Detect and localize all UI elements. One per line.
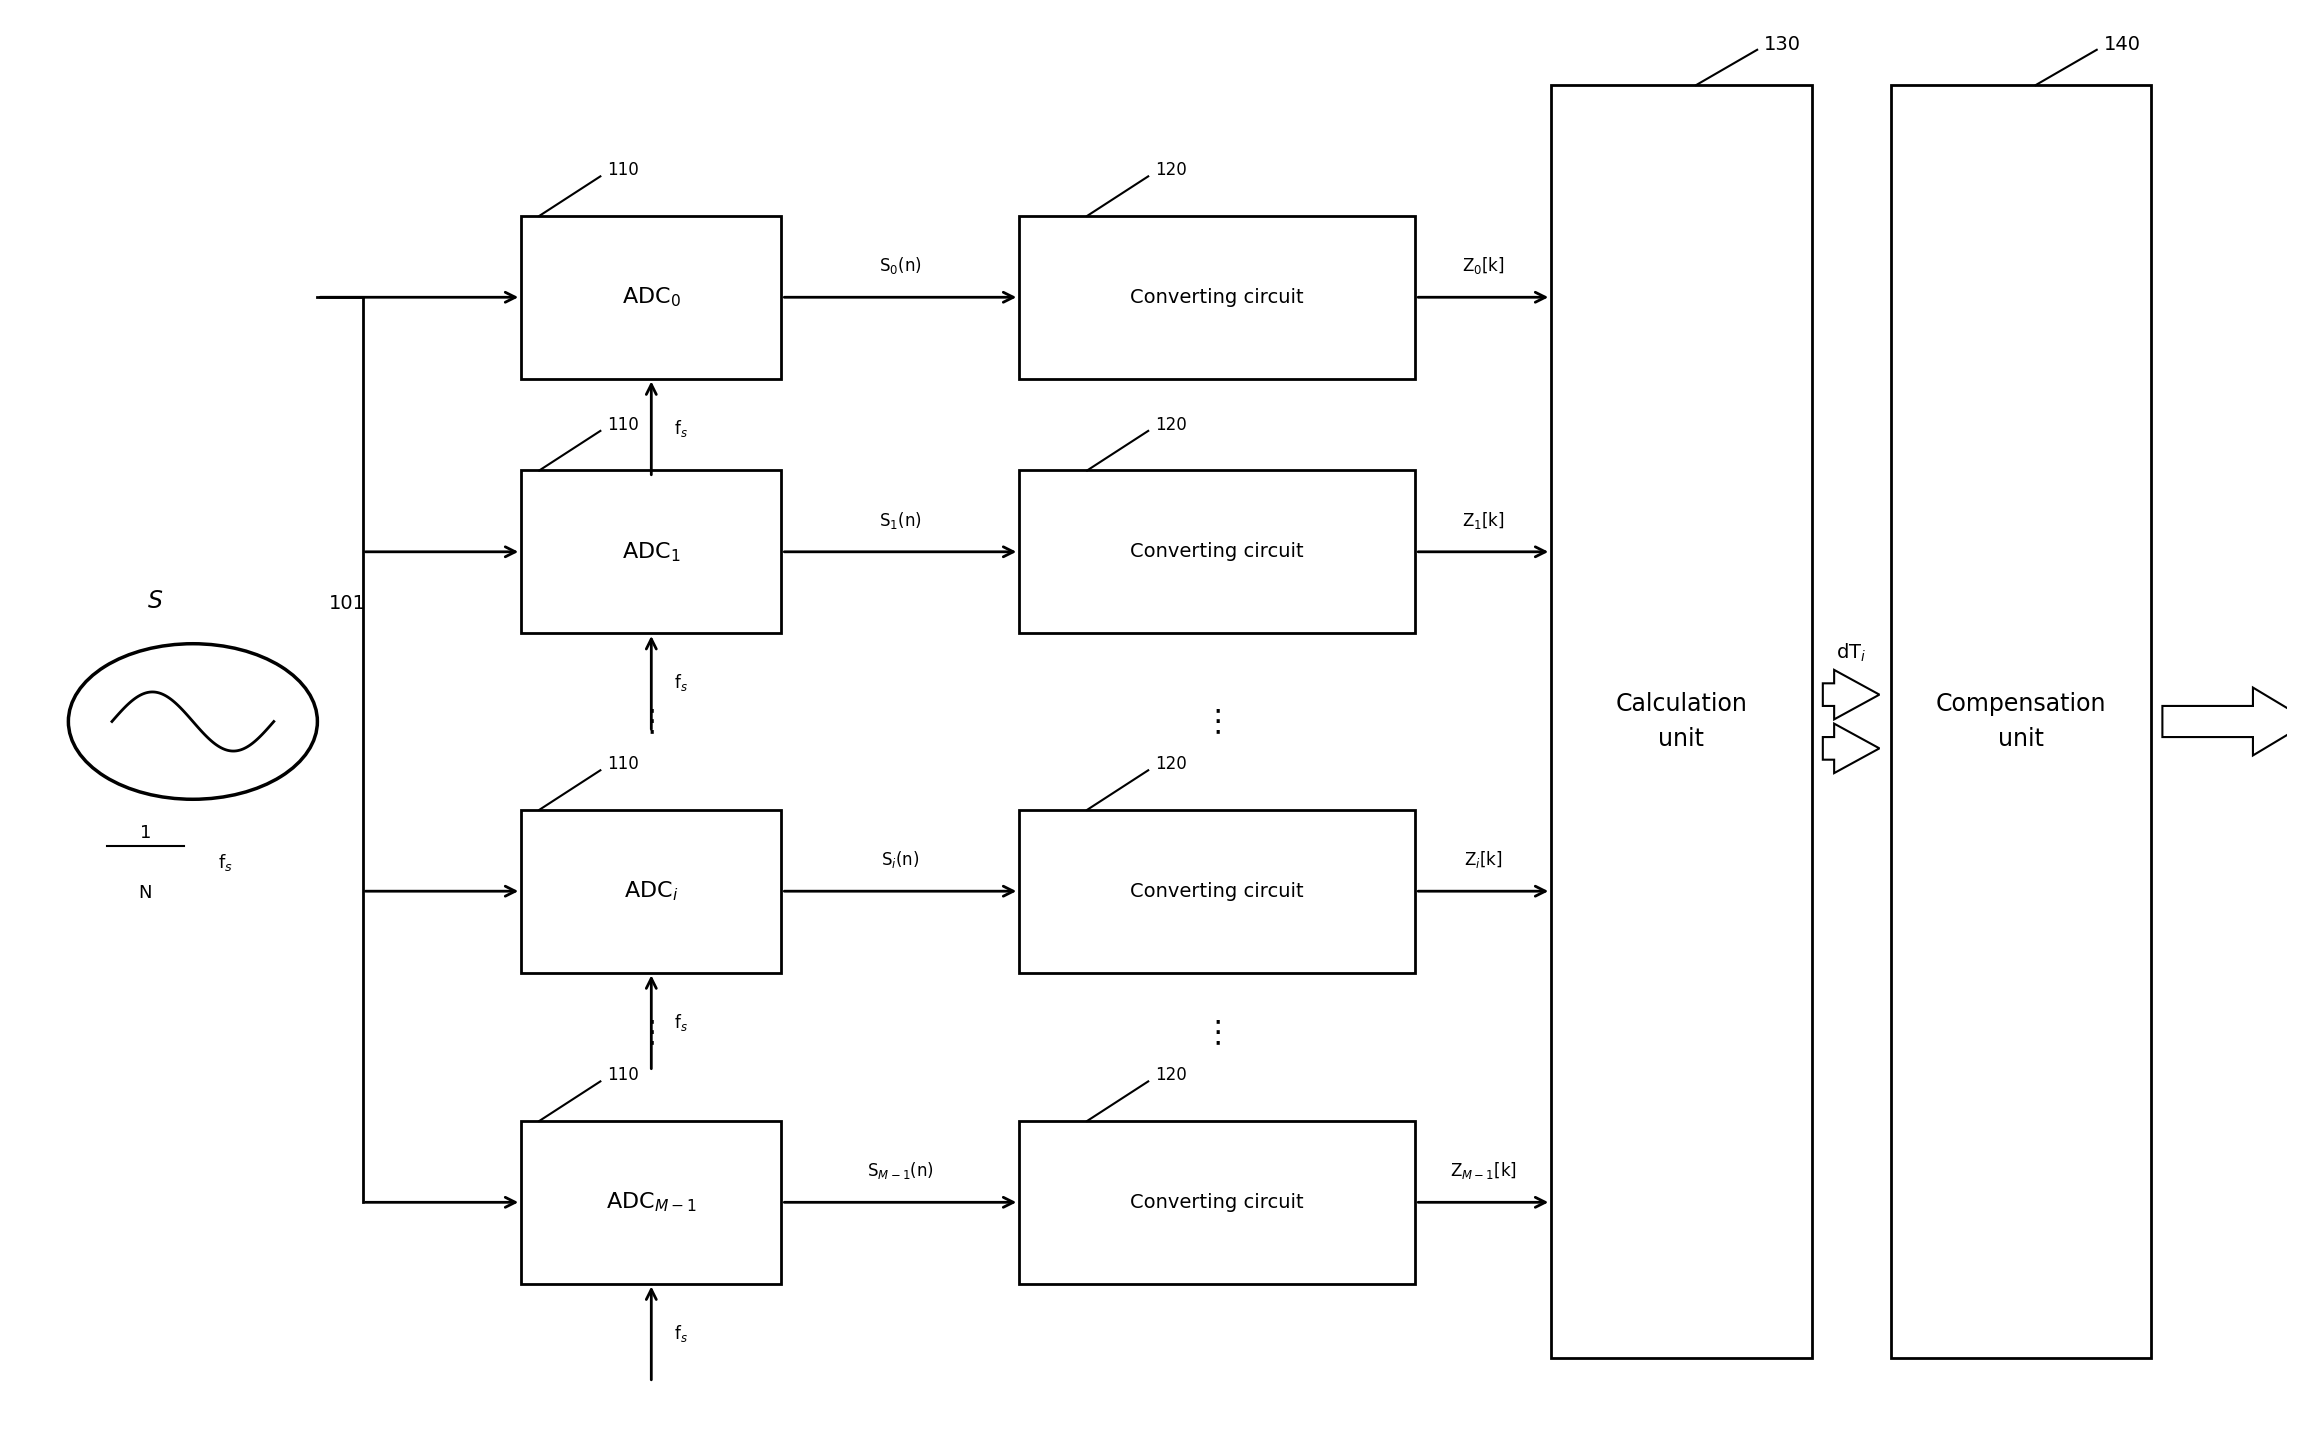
Text: 140: 140 <box>2104 35 2141 53</box>
Text: S$_{M-1}$(n): S$_{M-1}$(n) <box>866 1160 933 1180</box>
Text: Converting circuit: Converting circuit <box>1130 287 1305 307</box>
Text: Compensation
unit: Compensation unit <box>1936 691 2107 752</box>
Bar <box>1890 85 2151 1358</box>
Polygon shape <box>1823 723 1880 773</box>
Text: 110: 110 <box>608 416 640 434</box>
Text: Converting circuit: Converting circuit <box>1130 543 1305 561</box>
Bar <box>522 810 781 973</box>
Text: ⋮: ⋮ <box>635 707 668 736</box>
Text: S$_0$(n): S$_0$(n) <box>880 255 922 276</box>
Text: Z$_i$[k]: Z$_i$[k] <box>1465 848 1502 870</box>
Text: 120: 120 <box>1155 755 1187 773</box>
Text: ⋮: ⋮ <box>635 1019 668 1048</box>
Text: dT$_i$: dT$_i$ <box>1836 641 1866 664</box>
Bar <box>1019 470 1416 633</box>
Text: 110: 110 <box>608 755 640 773</box>
Bar <box>522 1121 781 1284</box>
Bar <box>522 216 781 378</box>
Bar <box>1019 810 1416 973</box>
Text: ADC$_i$: ADC$_i$ <box>624 879 679 903</box>
Bar <box>1019 216 1416 378</box>
Polygon shape <box>1823 670 1880 720</box>
Text: Z$_0$[k]: Z$_0$[k] <box>1462 255 1504 276</box>
Text: Calculation
unit: Calculation unit <box>1615 691 1746 752</box>
Text: f$_s$: f$_s$ <box>675 672 688 693</box>
Text: Z$_{M-1}$[k]: Z$_{M-1}$[k] <box>1451 1160 1518 1180</box>
Text: 120: 120 <box>1155 416 1187 434</box>
Text: 1: 1 <box>139 824 150 841</box>
Text: 120: 120 <box>1155 1066 1187 1084</box>
Text: 130: 130 <box>1765 35 1802 53</box>
Text: ADC$_1$: ADC$_1$ <box>621 540 681 564</box>
Text: ⋮: ⋮ <box>1201 1019 1234 1048</box>
Text: ⋮: ⋮ <box>1201 707 1234 736</box>
Text: Z$_1$[k]: Z$_1$[k] <box>1462 509 1504 531</box>
Text: f$_s$: f$_s$ <box>675 417 688 439</box>
Text: f$_s$: f$_s$ <box>217 853 233 873</box>
Text: 120: 120 <box>1155 162 1187 179</box>
Text: S: S <box>148 589 164 613</box>
Text: 110: 110 <box>608 1066 640 1084</box>
Text: f$_s$: f$_s$ <box>675 1323 688 1343</box>
Text: f$_s$: f$_s$ <box>675 1012 688 1033</box>
Bar <box>1552 85 1811 1358</box>
Text: 110: 110 <box>608 162 640 179</box>
Text: 101: 101 <box>328 593 365 613</box>
Bar <box>1019 1121 1416 1284</box>
Text: Converting circuit: Converting circuit <box>1130 882 1305 900</box>
Text: ADC$_{M-1}$: ADC$_{M-1}$ <box>605 1190 698 1214</box>
Polygon shape <box>2162 687 2310 756</box>
Text: Converting circuit: Converting circuit <box>1130 1193 1305 1212</box>
Text: ADC$_0$: ADC$_0$ <box>621 286 681 309</box>
Text: S$_1$(n): S$_1$(n) <box>880 509 922 531</box>
Text: S$_i$(n): S$_i$(n) <box>880 848 919 870</box>
Text: N: N <box>139 885 152 902</box>
Bar <box>522 470 781 633</box>
